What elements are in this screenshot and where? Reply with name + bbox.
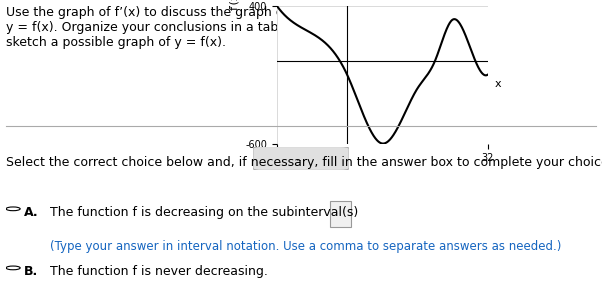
Text: (Type your answer in interval notation. Use a comma to separate answers as neede: (Type your answer in interval notation. … [51, 240, 562, 253]
Text: B.: B. [23, 265, 38, 278]
FancyBboxPatch shape [330, 201, 351, 228]
FancyBboxPatch shape [253, 147, 349, 170]
Text: A.: A. [23, 206, 39, 219]
X-axis label: x: x [495, 79, 501, 89]
Text: The function f is never decreasing.: The function f is never decreasing. [51, 265, 268, 278]
Text: Select the correct choice below and, if necessary, fill in the answer box to com: Select the correct choice below and, if … [6, 156, 602, 169]
Text: ...: ... [296, 153, 306, 164]
Text: The function f is decreasing on the subinterval(s): The function f is decreasing on the subi… [51, 206, 359, 219]
Text: Use the graph of f’(x) to discuss the graph of
y = f(x). Organize your conclusio: Use the graph of f’(x) to discuss the gr… [5, 6, 317, 49]
Y-axis label: f′(x): f′(x) [229, 0, 239, 10]
